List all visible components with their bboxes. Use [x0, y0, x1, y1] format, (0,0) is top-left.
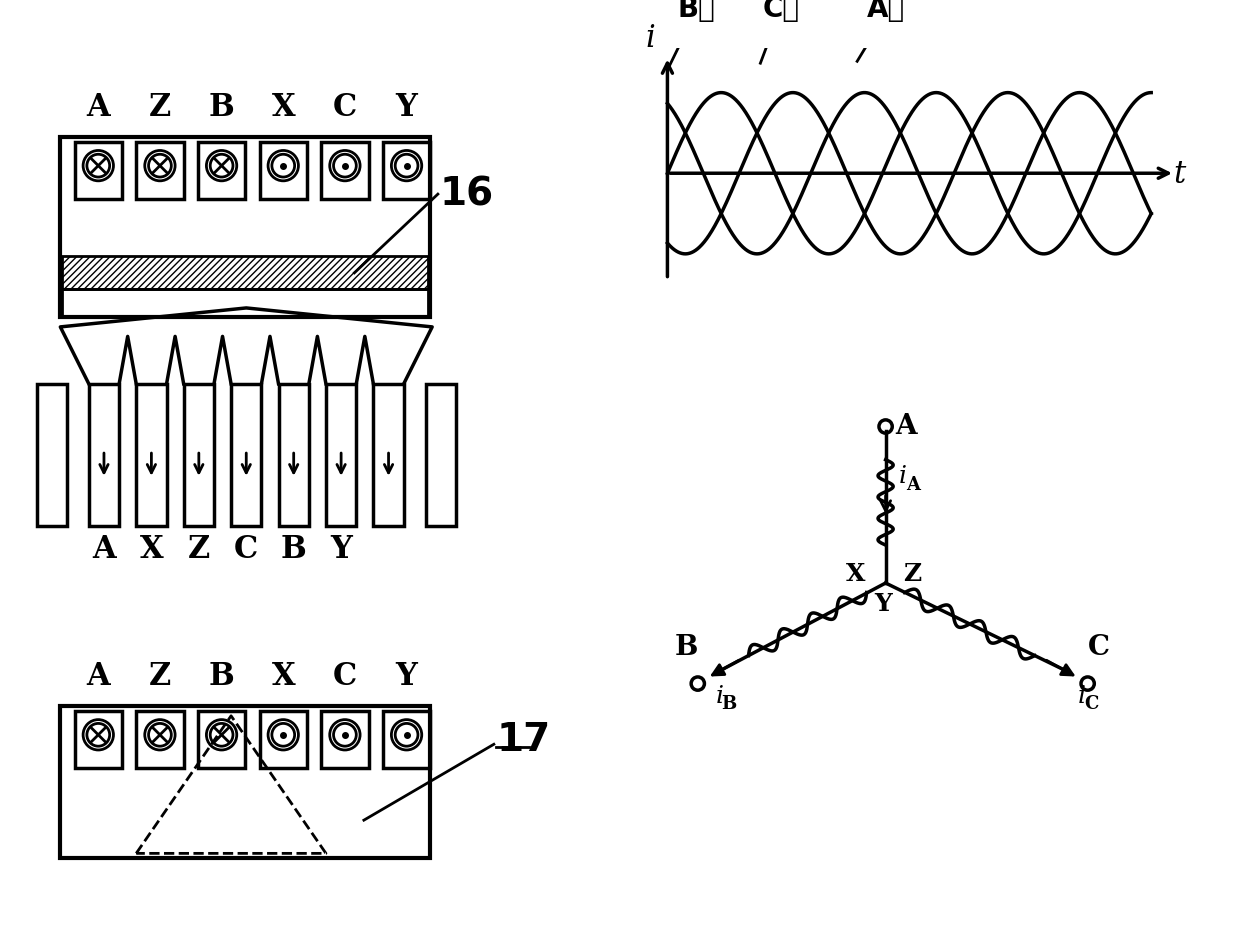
Text: X: X: [272, 661, 295, 692]
Bar: [383, 142, 430, 199]
Bar: [383, 711, 430, 768]
Text: C: C: [1087, 634, 1110, 661]
Bar: [89, 384, 119, 526]
Text: X: X: [140, 534, 164, 565]
Text: B: B: [280, 534, 306, 565]
Bar: [373, 384, 404, 526]
Bar: [136, 711, 184, 768]
Text: C: C: [332, 661, 357, 692]
Bar: [198, 711, 246, 768]
Text: Y: Y: [396, 92, 418, 123]
Text: t: t: [1173, 160, 1185, 191]
Text: B: B: [208, 92, 234, 123]
Text: Y: Y: [396, 661, 418, 692]
Bar: [184, 384, 215, 526]
Text: 17: 17: [497, 720, 551, 758]
Bar: [231, 384, 262, 526]
Text: C: C: [234, 534, 258, 565]
Bar: [61, 137, 430, 318]
Text: C: C: [332, 92, 357, 123]
Bar: [425, 384, 456, 526]
Bar: [326, 384, 356, 526]
Text: X: X: [846, 561, 866, 586]
Text: i: i: [715, 686, 724, 708]
Text: Z: Z: [149, 661, 171, 692]
Bar: [279, 384, 309, 526]
Text: A: A: [87, 661, 110, 692]
Text: B: B: [722, 696, 737, 714]
Bar: [136, 142, 184, 199]
Text: C相: C相: [763, 0, 800, 23]
Bar: [136, 384, 166, 526]
Bar: [198, 142, 246, 199]
Text: A: A: [87, 92, 110, 123]
Text: B: B: [208, 661, 234, 692]
Text: i: i: [1078, 686, 1086, 708]
Bar: [259, 711, 308, 768]
Bar: [74, 142, 122, 199]
Bar: [259, 142, 308, 199]
Text: Z: Z: [903, 561, 921, 586]
Text: Y: Y: [874, 592, 892, 616]
Bar: [62, 289, 428, 316]
Text: A相: A相: [867, 0, 905, 23]
Text: i: i: [646, 22, 655, 54]
Bar: [37, 384, 67, 526]
Bar: [74, 711, 122, 768]
Text: A: A: [895, 413, 916, 440]
Text: Z: Z: [187, 534, 210, 565]
Bar: [321, 711, 368, 768]
Text: B相: B相: [677, 0, 714, 23]
Text: 16: 16: [440, 175, 494, 213]
Text: Y: Y: [330, 534, 352, 565]
Text: Z: Z: [149, 92, 171, 123]
Text: i: i: [899, 465, 906, 488]
Bar: [62, 256, 428, 289]
Text: A: A: [92, 534, 115, 565]
Text: C: C: [1084, 696, 1099, 714]
Text: B: B: [675, 634, 698, 661]
Text: A: A: [906, 476, 920, 494]
Bar: [61, 706, 430, 858]
Bar: [321, 142, 368, 199]
Text: X: X: [272, 92, 295, 123]
